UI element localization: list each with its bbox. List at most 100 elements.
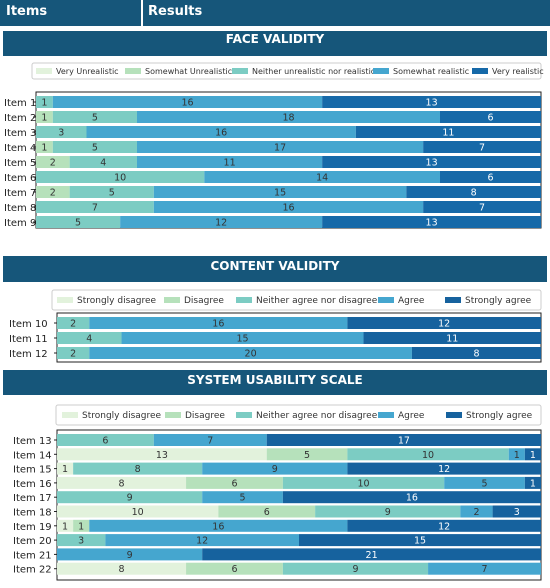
bar-segment [282,476,445,489]
bar-segment [202,548,541,561]
data-label: 17 [398,436,410,447]
bar-segment [36,216,121,228]
data-label: 15 [414,536,426,547]
data-label: 15 [236,334,248,345]
bar-segment [153,434,267,446]
data-label: 13 [426,218,438,229]
bar-segment [89,347,412,359]
data-label: 8 [471,188,477,199]
y-tick-label: Item 11 [9,334,48,345]
legend-label: Somewhat realistic [393,67,469,76]
y-tick-label: Item 9 [4,218,36,229]
header-divider [141,0,143,26]
bar-segment [89,317,348,329]
bar-segment [73,462,203,475]
legend-label: Very realistic [492,67,544,76]
legend-swatch [232,68,248,74]
bar-segment [411,347,541,359]
bar-segment [204,171,440,183]
bar-segment [57,534,106,547]
legend-label: Strongly disagree [82,411,162,421]
bar-segment [428,562,541,575]
data-label: 8 [119,478,125,489]
y-tick-label: Item 21 [13,550,52,561]
data-label: 18 [282,113,294,124]
legend-label: Very Unrealistic [56,67,119,76]
bar-segment [69,186,154,198]
data-label: 13 [156,450,168,461]
legend-label: Agree [398,296,425,306]
y-tick-label: Item 12 [9,349,48,360]
bar-segment [363,332,541,344]
data-label: 12 [215,218,227,229]
data-label: 5 [304,450,310,461]
data-label: 8 [473,349,479,360]
bar-segment [69,156,137,168]
legend-swatch [445,297,461,303]
bar-segment [105,534,300,547]
data-label: 1 [41,113,47,124]
bar-segment [202,462,348,475]
legend-swatch [378,297,394,303]
bar-segment [57,519,74,532]
data-label: 8 [135,464,141,475]
data-label: 9 [127,550,133,561]
bar-segment [137,156,323,168]
bar-segment [137,111,440,123]
bar-segment [57,476,187,489]
data-label: 16 [282,203,294,214]
bar-segment [73,519,90,532]
y-tick-label: Item 18 [13,508,52,519]
legend-swatch [236,297,252,303]
data-label: 12 [438,464,450,475]
data-label: 11 [446,334,458,345]
legend-label: Disagree [185,411,225,421]
data-label: 15 [274,188,286,199]
data-label: 16 [181,98,193,109]
face-validity-title: FACE VALIDITY [3,31,547,56]
data-label: 12 [438,521,450,532]
results-column-header: Results [148,4,203,19]
bar-segment [57,448,267,461]
legend-label: Somewhat Unrealistic [145,67,232,76]
bar-segment [137,141,424,153]
bar-segment [423,201,541,213]
y-tick-label: Item 15 [13,465,52,476]
legend-swatch [446,412,462,418]
y-tick-label: Item 7 [4,188,36,199]
data-label: 14 [316,173,328,184]
bar-segment [202,491,283,504]
bar-segment [57,434,154,446]
y-tick-label: Item 17 [13,493,52,504]
data-label: 1 [41,143,47,154]
bar-segment [186,476,283,489]
data-label: 2 [70,349,76,360]
data-label: 2 [70,319,76,330]
data-label: 6 [231,564,237,575]
data-label: 1 [78,521,84,532]
y-tick-label: Item 5 [4,158,36,169]
data-label: 7 [92,203,98,214]
data-label: 11 [442,128,454,139]
data-label: 10 [114,173,126,184]
legend-swatch [57,297,73,303]
data-label: 16 [212,521,224,532]
bar-segment [36,96,53,108]
bar-segment [120,216,323,228]
data-label: 12 [438,319,450,330]
bar-segment [36,171,205,183]
legend-label: Strongly agree [465,296,532,306]
legend-swatch [125,68,141,74]
legend-label: Strongly agree [466,411,533,421]
legend-label: Disagree [184,296,224,306]
data-label: 6 [102,436,108,447]
bar-segment [322,96,541,108]
data-label: 17 [274,143,286,154]
bar-segment [36,201,154,213]
data-label: 5 [92,113,98,124]
bar-segment [57,347,90,359]
bar-segment [36,126,87,138]
data-label: 5 [75,218,81,229]
legend-swatch [472,68,488,74]
bar-segment [282,491,541,504]
